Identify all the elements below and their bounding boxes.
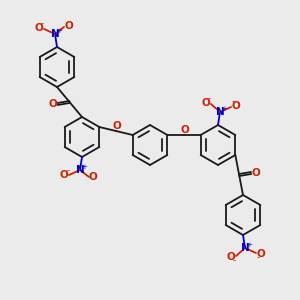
Text: N: N	[51, 29, 59, 39]
Text: N: N	[241, 243, 249, 253]
Text: -: -	[232, 256, 236, 266]
Text: +: +	[221, 106, 227, 112]
Text: O: O	[181, 125, 189, 135]
Text: O: O	[202, 98, 210, 108]
Text: O: O	[226, 252, 236, 262]
Text: O: O	[252, 168, 260, 178]
Text: +: +	[81, 164, 87, 170]
Text: O: O	[34, 23, 43, 33]
Text: -: -	[231, 97, 235, 106]
Text: O: O	[232, 101, 240, 111]
Text: O: O	[60, 170, 68, 180]
Text: O: O	[256, 249, 266, 259]
Text: -: -	[256, 254, 260, 262]
Text: -: -	[207, 94, 211, 103]
Text: O: O	[112, 121, 122, 131]
Text: O: O	[88, 172, 98, 182]
Text: +: +	[246, 242, 252, 248]
Text: -: -	[66, 166, 70, 175]
Text: +: +	[56, 28, 62, 34]
Text: N: N	[76, 165, 84, 175]
Text: O: O	[64, 21, 74, 31]
Text: N: N	[216, 107, 224, 117]
Text: O: O	[48, 99, 57, 109]
Text: -: -	[40, 19, 43, 28]
